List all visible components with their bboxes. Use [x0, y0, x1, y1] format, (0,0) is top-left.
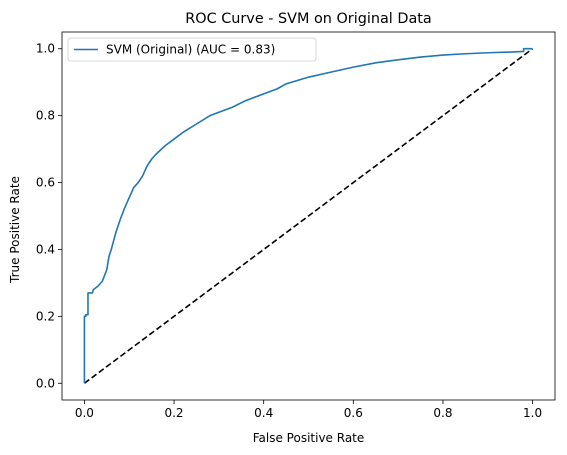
legend: SVM (Original) (AUC = 0.83)	[67, 37, 317, 62]
y-tick-label: 0.2	[36, 309, 55, 323]
roc-curve-line	[83, 47, 533, 384]
y-tick-label: 0.0	[36, 376, 55, 390]
y-tick-label: 1.0	[36, 42, 55, 56]
x-tick-label: 0.0	[75, 406, 94, 420]
x-axis-label: False Positive Rate	[253, 431, 365, 445]
plot-frame	[61, 31, 556, 401]
x-tick-label: 0.6	[344, 406, 363, 420]
x-tick-label: 1.0	[523, 406, 542, 420]
chart-title: ROC Curve - SVM on Original Data	[185, 11, 431, 27]
x-tick-label: 0.2	[164, 406, 183, 420]
x-tick-label: 0.4	[254, 406, 273, 420]
chance-diagonal-line	[83, 48, 534, 384]
y-axis-label: True Positive Rate	[8, 176, 22, 284]
legend-box	[67, 37, 317, 62]
x-tick-label: 0.8	[433, 406, 452, 420]
y-tick-label: 0.4	[36, 242, 55, 256]
y-tick-label: 0.8	[36, 109, 55, 123]
legend-label: SVM (Original) (AUC = 0.83)	[106, 43, 275, 57]
y-tick-label: 0.6	[36, 176, 55, 190]
plot-area: 0.0 0.2 0.4 0.6 0.8 1.0 0.0 0.2 0.4 0.6 0.8 1.0	[36, 31, 556, 420]
